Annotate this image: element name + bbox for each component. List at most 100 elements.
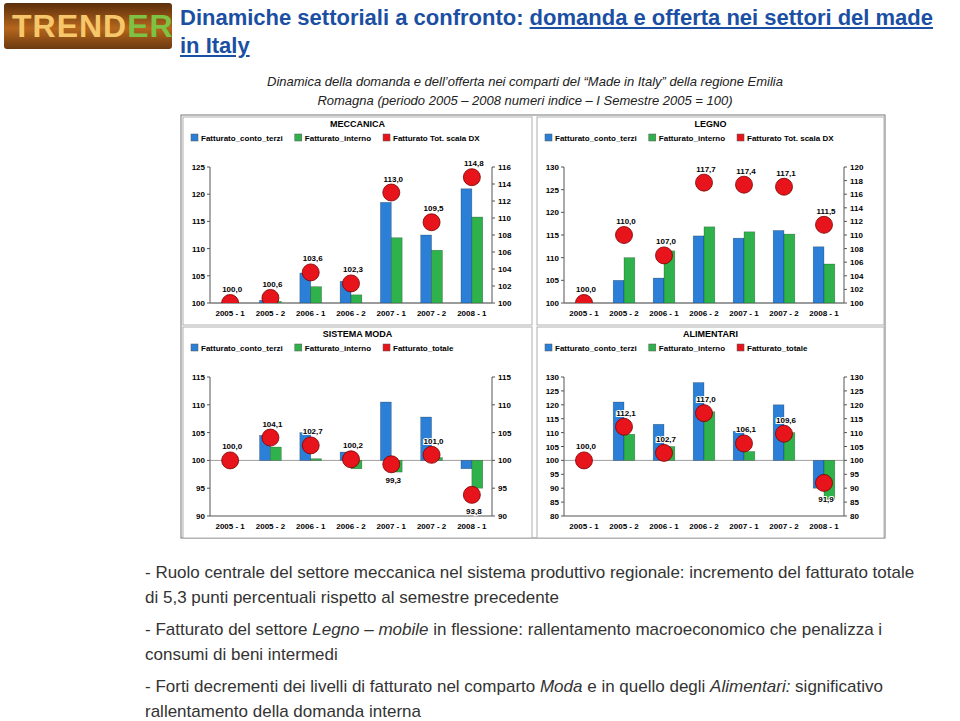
legend-label: Fatturato_interno <box>305 344 371 353</box>
panel-frame <box>537 327 884 538</box>
x-axis <box>564 516 844 517</box>
tick-label: 115 <box>192 217 205 226</box>
tick <box>492 286 495 287</box>
tick-label: 112 <box>498 197 511 206</box>
tick <box>207 377 210 378</box>
tick-label: 130 <box>546 373 560 382</box>
category-label: 2005 - 2 <box>256 309 286 318</box>
marker <box>656 247 673 264</box>
tick-label: 100 <box>850 456 864 465</box>
data-label: 100,2 <box>343 441 364 450</box>
marker <box>616 418 633 435</box>
tick-label: 95 <box>498 484 507 493</box>
bar <box>653 278 664 303</box>
tick-label: 105 <box>192 272 206 281</box>
legend-swatch <box>295 134 302 141</box>
chart-panel: MECCANICAFatturato_conto_terziFatturato_… <box>183 117 532 325</box>
marker <box>222 295 239 304</box>
panel-frame <box>183 327 532 538</box>
tick-label: 125 <box>546 186 560 195</box>
bar <box>624 258 635 303</box>
tick <box>561 167 564 168</box>
legend-swatch <box>383 344 390 351</box>
category-label: 2008 - 1 <box>809 522 839 531</box>
tick-label: 105 <box>498 429 512 438</box>
tick <box>844 474 847 475</box>
data-label: 102,7 <box>303 427 324 436</box>
tick <box>561 446 564 447</box>
marker <box>302 437 319 454</box>
tick-label: 100 <box>546 299 560 308</box>
category-label: 2007 - 2 <box>417 309 447 318</box>
data-label: 100,0 <box>576 285 597 294</box>
logo-text: TREND <box>12 8 127 44</box>
tick <box>561 280 564 281</box>
data-label: 93,8 <box>466 507 482 516</box>
tick <box>844 390 847 391</box>
tick-label: 102 <box>850 285 864 294</box>
note-text: Legno – mobile <box>312 620 428 639</box>
tick-label: 125 <box>192 163 206 172</box>
tick-label: 108 <box>498 231 512 240</box>
bar <box>744 452 755 461</box>
legend-label: Fatturato_conto_terzi <box>555 344 637 353</box>
tick <box>844 460 847 461</box>
tick-label: 110 <box>192 401 205 410</box>
marker <box>222 452 239 469</box>
category-label: 2005 - 1 <box>215 309 245 318</box>
bar <box>744 232 755 303</box>
bar <box>351 295 362 303</box>
tick <box>561 516 564 517</box>
tick <box>492 167 495 168</box>
marker <box>776 425 793 442</box>
bar <box>461 189 472 303</box>
tick-label: 85 <box>550 498 559 507</box>
data-label: 117,0 <box>696 395 716 404</box>
bar <box>472 217 483 303</box>
note-text: Alimentari: <box>710 677 790 696</box>
tick-label: 110 <box>192 245 205 254</box>
category-label: 2006 - 1 <box>296 309 326 318</box>
bar <box>270 447 281 460</box>
tick-label: 115 <box>546 231 559 240</box>
tick <box>207 432 210 433</box>
tick <box>844 221 847 222</box>
chart-panel: LEGNOFatturato_conto_terziFatturato_inte… <box>537 117 884 325</box>
panel-frame <box>183 117 532 325</box>
tick <box>844 418 847 419</box>
tick-label: 100 <box>498 456 512 465</box>
data-labels: 100,0100,6103,6102,3113,0109,5114,8 <box>222 159 484 294</box>
tick-label: 115 <box>498 373 511 382</box>
tick <box>844 502 847 503</box>
bar <box>432 250 443 303</box>
bar <box>704 227 715 303</box>
legend-swatch <box>737 134 744 141</box>
marker <box>383 184 400 201</box>
tick-label: 100 <box>192 456 206 465</box>
bar <box>472 460 483 488</box>
category-label: 2006 - 2 <box>336 309 366 318</box>
marker <box>343 275 360 292</box>
data-label: 111,5 <box>816 207 836 216</box>
marker <box>776 178 793 195</box>
data-label: 100,0 <box>576 442 597 451</box>
marker <box>463 169 480 186</box>
tick-label: 85 <box>850 498 859 507</box>
data-label: 113,0 <box>383 175 403 184</box>
data-label: 99,3 <box>385 476 401 485</box>
data-label: 114,8 <box>464 159 484 168</box>
tick-label: 90 <box>850 484 859 493</box>
subtitle-line: Dinamica della domanda e dell’offerta ne… <box>225 72 825 91</box>
tick-label: 116 <box>498 163 511 172</box>
tick-label: 115 <box>546 415 559 424</box>
bar <box>311 287 322 303</box>
chart-title: ALIMENTARI <box>683 329 738 339</box>
tick <box>561 303 564 304</box>
tick <box>207 488 210 489</box>
panel-frame <box>537 117 884 325</box>
legend-label: Fatturato_conto_terzi <box>555 134 637 143</box>
tick-label: 125 <box>546 387 560 396</box>
data-label: 100,0 <box>222 285 243 294</box>
tick <box>844 303 847 304</box>
tick <box>207 460 210 461</box>
